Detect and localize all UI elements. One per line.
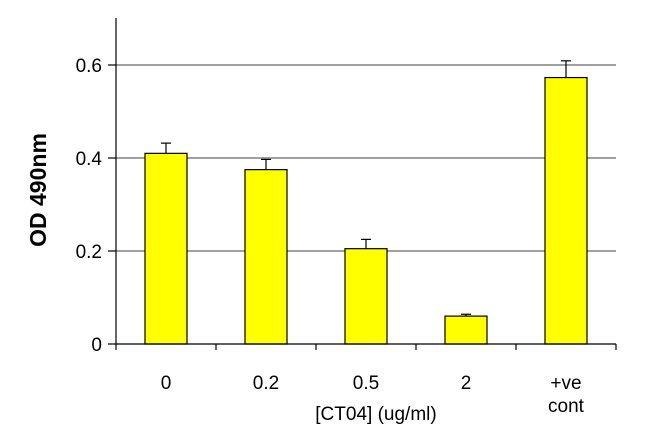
x-tick-label-0: 0 <box>161 373 172 394</box>
y-tick-label-2: 0.4 <box>76 149 103 170</box>
y-axis-title: OD 490nm <box>25 133 51 247</box>
x-tick-label-1: 0.2 <box>253 373 279 394</box>
y-tick-label-3: 0.6 <box>76 56 102 77</box>
x-tick-label-3: 2 <box>461 373 472 394</box>
bar-3 <box>444 315 488 345</box>
bar-0 <box>144 152 188 345</box>
x-tick-label-4-1: cont <box>548 396 585 417</box>
bar-4 <box>544 76 588 345</box>
y-tick-label-0: 0 <box>91 335 102 356</box>
error-bars <box>161 60 571 317</box>
x-tick-label-2: 0.5 <box>353 373 379 394</box>
x-axis-title: [CT04] (ug/ml) <box>315 404 436 425</box>
bars <box>144 76 588 345</box>
y-tick-label-1: 0.2 <box>76 242 102 263</box>
bar-1 <box>244 169 288 345</box>
axes <box>108 18 617 350</box>
bar-2 <box>344 248 388 345</box>
x-tick-label-4-0: +ve <box>550 373 581 394</box>
grid-lines <box>116 64 616 252</box>
